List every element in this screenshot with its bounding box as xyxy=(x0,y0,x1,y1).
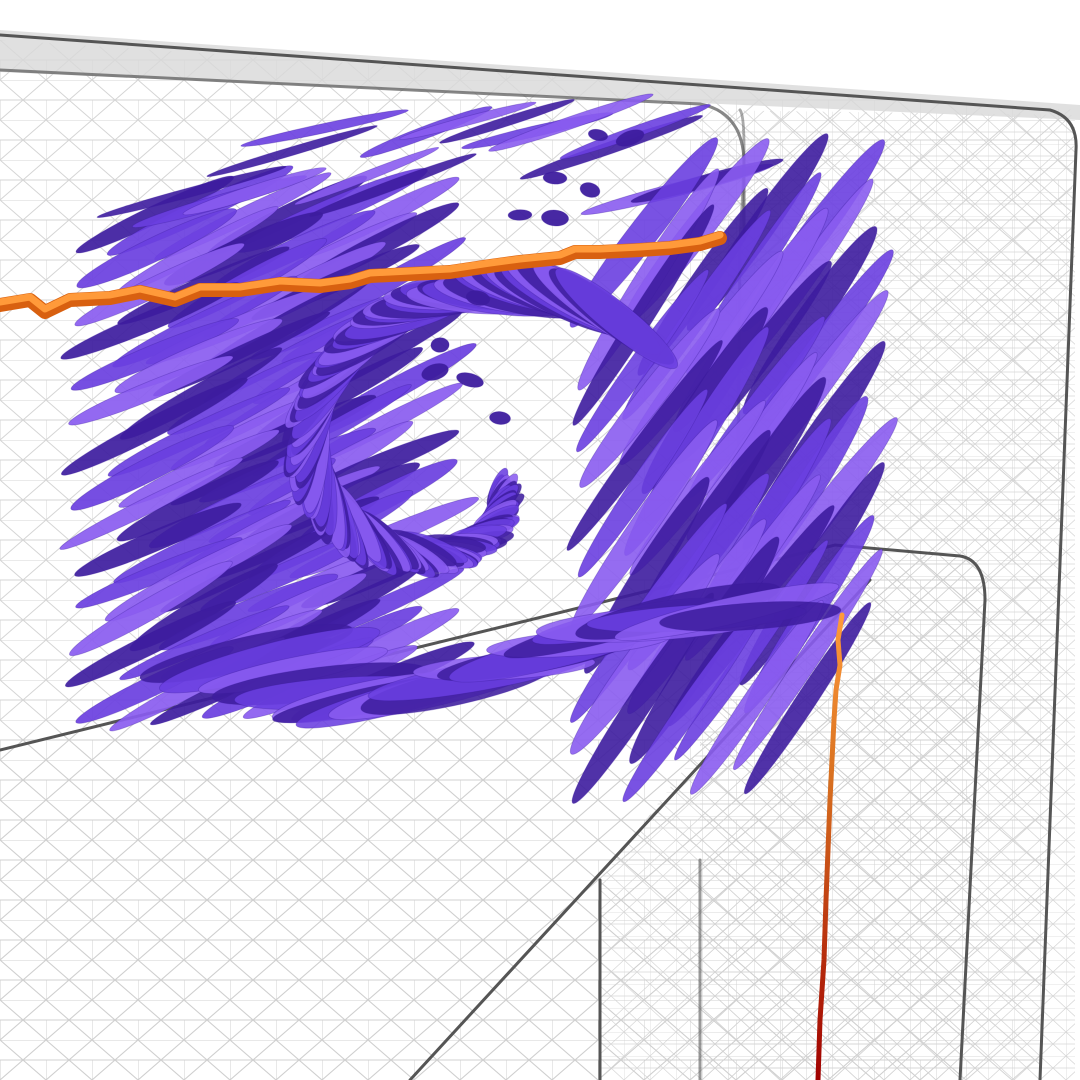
ellipsoid-glyph xyxy=(240,109,409,147)
ellipsoid-glyph xyxy=(542,171,568,185)
ellipsoid-glyph xyxy=(615,129,645,147)
ellipsoid-glyph xyxy=(206,125,378,178)
ellipsoid-glyph xyxy=(732,548,883,771)
ellipsoid-glyph xyxy=(572,204,715,426)
vertical-tube-curve xyxy=(815,612,845,1080)
ellipsoid-glyph xyxy=(579,308,721,488)
ellipsoid-glyph xyxy=(96,165,287,219)
ellipsoid-glyph xyxy=(465,290,491,306)
ellipsoid-glyph xyxy=(430,337,450,353)
ellipsoid-glyph xyxy=(182,167,327,216)
ellipsoid-glyph xyxy=(309,153,477,217)
ellipsoid-glyph xyxy=(74,502,242,577)
ellipsoid-glyph xyxy=(456,372,484,388)
ellipsoid-glyph xyxy=(60,377,248,476)
ellipsoid-glyph xyxy=(70,425,235,511)
ellipsoid-glyph xyxy=(294,146,440,206)
ellipsoid-glyph xyxy=(569,137,719,328)
ellipsoid-glyph-field xyxy=(59,93,898,804)
horizontal-tube-curve xyxy=(0,231,727,319)
ellipsoid-glyph xyxy=(399,101,537,140)
ellipsoid-glyph xyxy=(541,209,569,227)
ellipsoid-glyph xyxy=(68,355,234,426)
ellipsoid-glyph xyxy=(421,363,449,381)
ellipsoid-glyph xyxy=(76,208,237,289)
ellipsoid-glyph xyxy=(64,600,237,688)
ellipsoid-glyph xyxy=(439,98,575,144)
ellipsoid-glyph xyxy=(576,269,709,453)
ellipsoid-glyph xyxy=(577,388,709,578)
ellipsoid-glyph xyxy=(587,128,609,142)
ellipsoid-glyph xyxy=(488,93,654,152)
ellipsoid-glyph xyxy=(579,182,601,198)
ellipsoid-glyph xyxy=(659,601,842,632)
ellipsoid-glyph xyxy=(554,267,679,370)
ellipsoid-glyph xyxy=(689,600,824,795)
ellipsoid-glyph xyxy=(489,411,511,425)
ellipsoid-glyph xyxy=(507,209,533,221)
ellipsoid-glyph xyxy=(69,560,233,657)
